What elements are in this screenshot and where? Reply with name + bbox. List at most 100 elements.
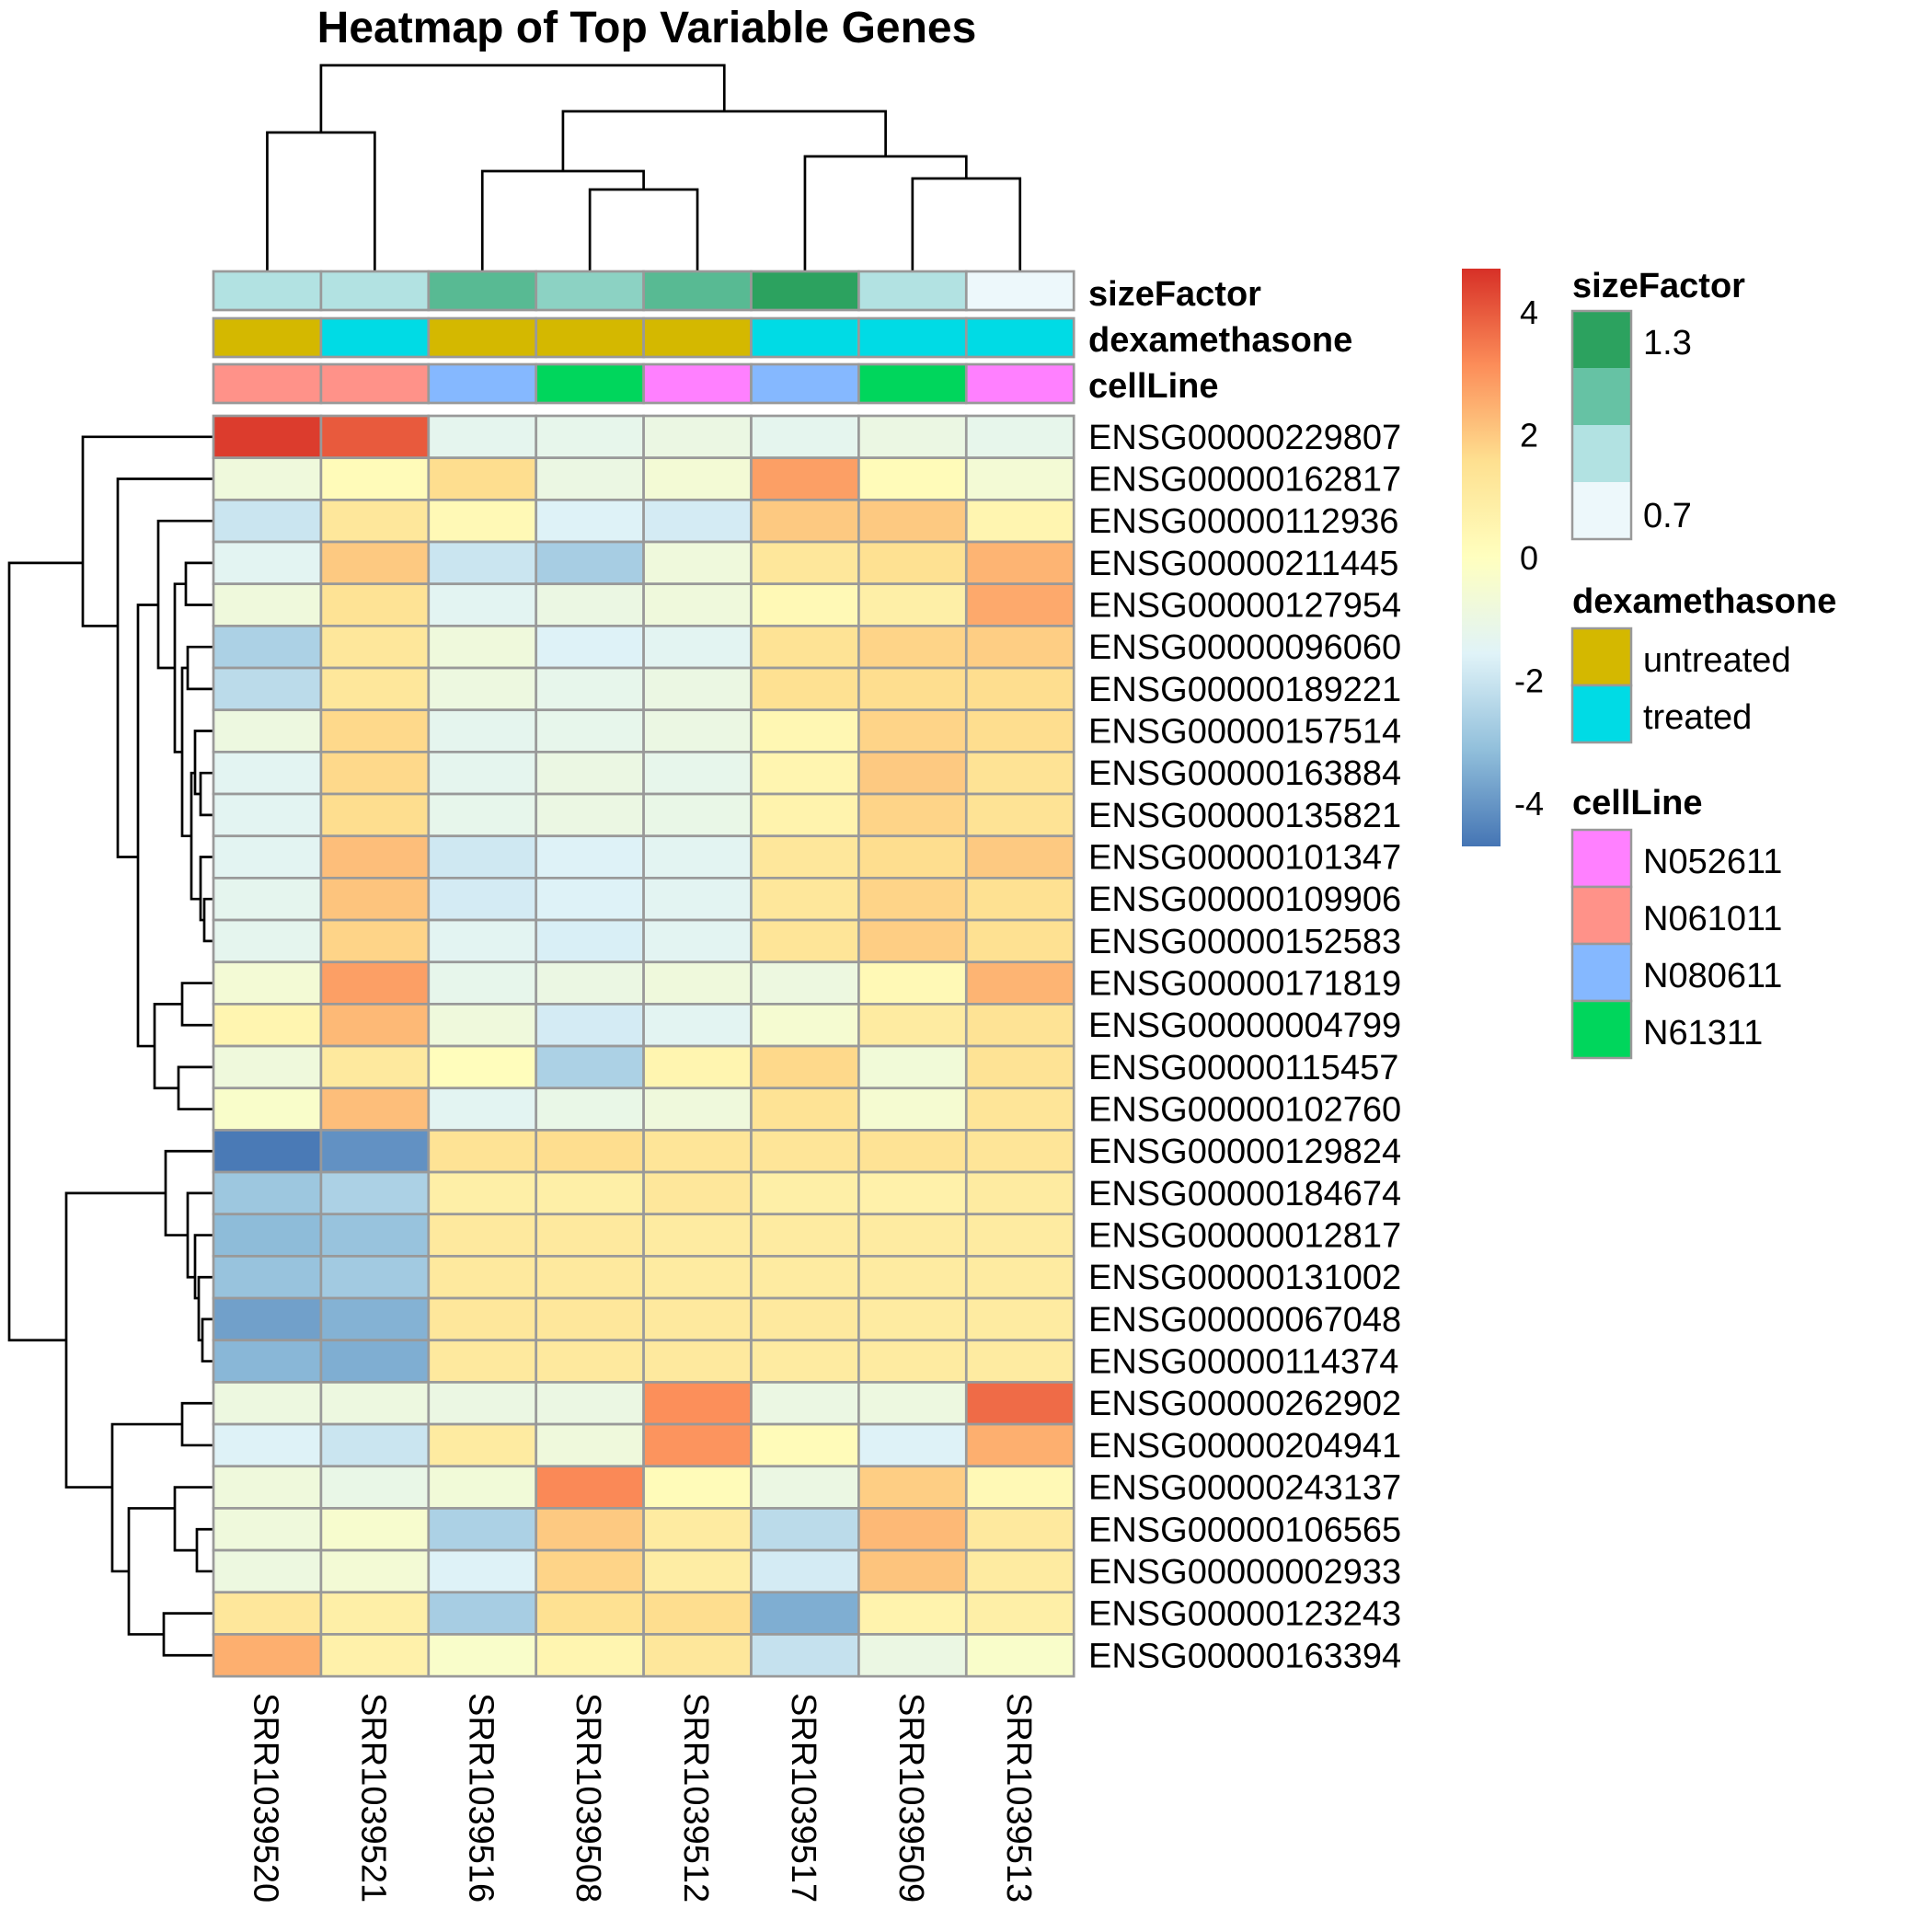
heatmap-cell xyxy=(857,1591,968,1636)
heatmap-cell xyxy=(212,1548,323,1594)
heatmap-cell xyxy=(857,1465,968,1510)
heatmap-cell xyxy=(857,1129,968,1174)
annotation-cell-dexamethasone xyxy=(642,316,753,359)
dendrogram-branch xyxy=(911,177,1022,271)
color-scale-bar xyxy=(1462,269,1501,846)
heatmap-cell xyxy=(212,1170,323,1216)
heatmap-cell xyxy=(857,1507,968,1552)
heatmap-cell xyxy=(750,834,860,880)
annotation-cell-sizefactor xyxy=(750,270,860,312)
heatmap-cell xyxy=(964,1422,1075,1468)
heatmap-cell xyxy=(857,1296,968,1342)
heatmap-cell xyxy=(857,1255,968,1300)
legend-swatch-dexamethasone xyxy=(1570,627,1633,687)
heatmap-cell xyxy=(535,1255,645,1300)
heatmap-cell xyxy=(642,1591,753,1636)
color-scale-tick: -2 xyxy=(1514,662,1544,700)
heatmap-cell xyxy=(750,456,860,501)
dendrogram-branch xyxy=(480,169,645,271)
heatmap-cell xyxy=(964,1087,1075,1132)
heatmap-cell xyxy=(964,1170,1075,1216)
heatmap-cell xyxy=(964,877,1075,922)
heatmap-cell xyxy=(535,1422,645,1468)
heatmap-cell xyxy=(750,582,860,627)
heatmap-cell xyxy=(427,1507,538,1552)
dendrogram-branch xyxy=(588,188,699,271)
heatmap-cell xyxy=(750,1170,860,1216)
heatmap-cell xyxy=(750,1044,860,1090)
heatmap-cell xyxy=(427,1255,538,1300)
heatmap-cell xyxy=(212,666,323,712)
heatmap-cell xyxy=(642,666,753,712)
column-label: SRR1039508 xyxy=(569,1693,607,1903)
heatmap-cell xyxy=(857,918,968,964)
legend-label-sizefactor: 1.3 xyxy=(1643,324,1692,362)
heatmap-cell xyxy=(535,582,645,627)
column-label: SRR1039509 xyxy=(891,1693,930,1903)
heatmap-cell xyxy=(212,1255,323,1300)
row-label: ENSG00000012817 xyxy=(1088,1217,1401,1256)
heatmap-cell xyxy=(212,708,323,753)
heatmap-cell xyxy=(212,498,323,544)
dendrogram-branch xyxy=(7,561,83,1342)
dendrogram-branch xyxy=(180,1401,213,1447)
chart-title: Heatmap of Top Variable Genes xyxy=(317,4,977,52)
row-label: ENSG00000106565 xyxy=(1088,1511,1401,1549)
heatmap-cell xyxy=(750,540,860,586)
heatmap-cell xyxy=(642,1548,753,1594)
heatmap-cell xyxy=(535,834,645,880)
legend-label-cellline: N052611 xyxy=(1643,843,1782,881)
column-label: SRR1039521 xyxy=(353,1693,392,1903)
heatmap-cell xyxy=(535,1170,645,1216)
annotation-cell-dexamethasone xyxy=(857,316,968,359)
legend-label-cellline: N61311 xyxy=(1643,1014,1763,1052)
annotation-cell-cellline xyxy=(964,362,1075,405)
heatmap-cell xyxy=(642,1339,753,1384)
annotation-cell-cellline xyxy=(750,362,860,405)
heatmap-cell xyxy=(857,582,968,627)
heatmap-cell xyxy=(642,708,753,753)
heatmap-cell xyxy=(319,1422,431,1468)
annotation-label-sizefactor: sizeFactor xyxy=(1088,275,1261,314)
heatmap-cell xyxy=(964,792,1075,838)
heatmap-cell xyxy=(319,960,431,1006)
column-labels: SRR1039520 SRR1039521 SRR1039516 SRR1039508… xyxy=(246,1693,1037,1903)
column-label: SRR1039517 xyxy=(784,1693,822,1903)
heatmap-cell xyxy=(212,1044,323,1090)
heatmap-cell xyxy=(857,1044,968,1090)
heatmap-cell xyxy=(212,1339,323,1384)
heatmap-cell xyxy=(319,414,431,460)
heatmap-cell xyxy=(319,1255,431,1300)
dendrogram-branch xyxy=(193,730,213,796)
annotation-label-dexamethasone: dexamethasone xyxy=(1088,321,1352,360)
color-scale-tick: 0 xyxy=(1520,539,1538,577)
heatmap-cell xyxy=(319,1170,431,1216)
heatmap-cell xyxy=(535,1339,645,1384)
column-label: SRR1039512 xyxy=(676,1693,715,1903)
heatmap-cell xyxy=(427,708,538,753)
heatmap-cell xyxy=(212,1633,323,1678)
dendrogram-branch xyxy=(319,63,726,132)
row-dendrogram xyxy=(7,435,213,1657)
annotation-cell-dexamethasone xyxy=(427,316,538,359)
heatmap-cell xyxy=(964,708,1075,753)
heatmap-cell xyxy=(642,540,753,586)
heatmap-cell xyxy=(212,1381,323,1426)
heatmap-cell xyxy=(319,1213,431,1258)
heatmap-cell xyxy=(964,1339,1075,1384)
legend-label-sizefactor: 0.7 xyxy=(1643,497,1692,535)
heatmap-cell xyxy=(964,1003,1075,1048)
dendrogram-branch xyxy=(201,1317,213,1363)
heatmap-cell xyxy=(857,1381,968,1426)
heatmap-cell xyxy=(642,1087,753,1132)
row-label: ENSG00000204941 xyxy=(1088,1427,1401,1466)
heatmap-cell xyxy=(319,1003,431,1048)
heatmap-cell xyxy=(212,582,323,627)
heatmap-cell xyxy=(212,1129,323,1174)
heatmap-cell xyxy=(642,1213,753,1258)
heatmap-cell xyxy=(750,1548,860,1594)
heatmap-cell xyxy=(427,498,538,544)
heatmap-cell xyxy=(535,540,645,586)
heatmap-cell xyxy=(535,1381,645,1426)
row-label: ENSG00000102760 xyxy=(1088,1091,1401,1130)
